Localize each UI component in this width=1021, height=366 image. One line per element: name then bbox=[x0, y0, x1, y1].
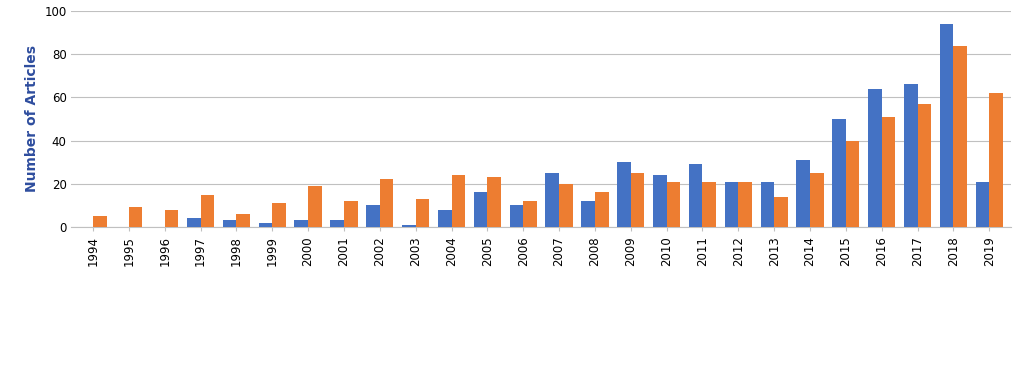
Bar bbox=[868, 89, 882, 227]
Bar bbox=[796, 160, 810, 227]
Bar bbox=[545, 173, 560, 227]
Bar bbox=[738, 182, 751, 227]
Bar bbox=[237, 214, 250, 227]
Bar bbox=[617, 162, 631, 227]
Bar bbox=[129, 208, 143, 227]
Bar bbox=[774, 197, 788, 227]
Bar bbox=[581, 201, 595, 227]
Bar bbox=[667, 182, 680, 227]
Bar bbox=[200, 195, 214, 227]
Bar bbox=[939, 24, 954, 227]
Bar bbox=[989, 93, 1003, 227]
Bar bbox=[595, 193, 609, 227]
Bar bbox=[344, 201, 357, 227]
Bar bbox=[93, 216, 106, 227]
Bar bbox=[223, 220, 237, 227]
Bar bbox=[294, 220, 308, 227]
Bar bbox=[882, 117, 895, 227]
Bar bbox=[845, 141, 860, 227]
Bar bbox=[631, 173, 644, 227]
Bar bbox=[380, 179, 393, 227]
Bar bbox=[164, 210, 179, 227]
Bar bbox=[761, 182, 774, 227]
Bar bbox=[560, 184, 573, 227]
Bar bbox=[258, 223, 273, 227]
Bar bbox=[918, 104, 931, 227]
Bar bbox=[487, 177, 501, 227]
Bar bbox=[474, 193, 487, 227]
Bar bbox=[832, 119, 845, 227]
Bar bbox=[509, 205, 523, 227]
Bar bbox=[954, 45, 967, 227]
Bar bbox=[689, 164, 702, 227]
Bar bbox=[451, 175, 466, 227]
Bar bbox=[725, 182, 738, 227]
Bar bbox=[416, 199, 429, 227]
Bar bbox=[367, 205, 380, 227]
Bar bbox=[187, 218, 200, 227]
Bar bbox=[438, 210, 451, 227]
Bar bbox=[904, 85, 918, 227]
Bar bbox=[273, 203, 286, 227]
Bar bbox=[702, 182, 716, 227]
Bar bbox=[308, 186, 322, 227]
Y-axis label: Number of Articles: Number of Articles bbox=[25, 45, 39, 193]
Bar bbox=[810, 173, 824, 227]
Bar bbox=[523, 201, 537, 227]
Bar bbox=[653, 175, 667, 227]
Bar bbox=[331, 220, 344, 227]
Bar bbox=[976, 182, 989, 227]
Bar bbox=[402, 225, 416, 227]
